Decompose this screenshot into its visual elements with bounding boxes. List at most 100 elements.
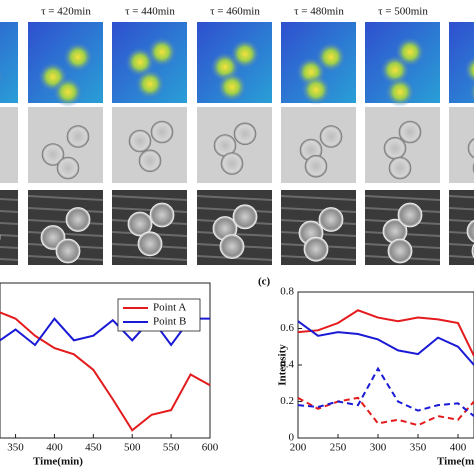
- panel-label: (c): [258, 276, 271, 288]
- y-tick-label: 0: [289, 432, 295, 444]
- texture: [448, 243, 474, 247]
- texture: [280, 207, 357, 213]
- texture: [0, 210, 19, 213]
- brightfield-cell: [41, 143, 65, 166]
- fluorescent-cell: [53, 77, 83, 107]
- texture: [448, 207, 474, 211]
- texture: [111, 255, 188, 261]
- darkfield-cell: [219, 234, 245, 259]
- time-label: τ = 440min: [125, 6, 175, 18]
- texture: [27, 195, 104, 201]
- brightfield-cell: [304, 154, 328, 178]
- time-label: τ = 420min: [41, 6, 91, 18]
- brightfield-cell: [56, 156, 80, 180]
- data-line: [0, 311, 211, 432]
- texture: [0, 246, 19, 249]
- plot-frame: [297, 291, 474, 439]
- fluorescent-cell: [0, 68, 3, 86]
- x-axis-label: Time(min): [437, 456, 474, 468]
- x-tick-label: 400: [46, 442, 63, 454]
- fluorescent-cell: [217, 72, 247, 102]
- fluorescent-cell: [395, 37, 425, 67]
- fluorescent-cell: [316, 42, 346, 72]
- darkfield-cell: [232, 204, 258, 230]
- texture: [280, 219, 357, 225]
- texture: [111, 207, 188, 213]
- darkfield-cell: [466, 219, 474, 243]
- time-label: τ = 480min: [294, 6, 344, 18]
- x-axis-label: Time(min): [33, 456, 83, 468]
- texture: [448, 195, 474, 199]
- x-tick-label: 350: [410, 442, 427, 454]
- brightfield-image: [0, 107, 18, 183]
- fluorescent-cell: [385, 77, 415, 107]
- texture: [196, 195, 273, 201]
- texture: [364, 195, 441, 201]
- fluorescent-cell: [63, 42, 93, 72]
- data-line: [297, 320, 474, 366]
- brightfield-cell: [388, 156, 412, 180]
- darkfield-image: [0, 190, 18, 265]
- darkfield-cell: [55, 238, 81, 264]
- brightfield-cell: [467, 138, 474, 159]
- y-tick-label: 0.2: [280, 395, 294, 407]
- texture: [196, 207, 273, 213]
- data-line: [297, 309, 474, 357]
- darkfield-cell: [65, 207, 91, 232]
- x-tick-label: 500: [124, 442, 141, 454]
- x-tick-label: 250: [330, 442, 347, 454]
- fluorescent-cell: [464, 55, 474, 85]
- plot-frame: [0, 282, 211, 439]
- texture: [27, 219, 104, 225]
- y-tick-label: 0.4: [280, 359, 294, 371]
- y-axis-label: Intensity: [277, 344, 289, 386]
- y-tick-label: 0.8: [280, 286, 294, 298]
- brightfield-cell: [220, 152, 244, 175]
- legend-box: [117, 298, 201, 332]
- brightfield-cell: [319, 125, 343, 148]
- x-tick-label: 400: [450, 442, 467, 454]
- data-line: [297, 366, 474, 417]
- brightfield-cell: [233, 122, 257, 146]
- darkfield-cell: [318, 207, 344, 232]
- fluorescent-cell: [147, 37, 177, 67]
- time-label: τ = 500min: [378, 6, 428, 18]
- x-tick-label: 600: [202, 442, 219, 454]
- legend-label: Point B: [153, 316, 186, 328]
- y-tick-label: 0.6: [280, 322, 294, 334]
- time-label: τ = 460min: [210, 6, 260, 18]
- x-tick-label: 550: [163, 442, 180, 454]
- fluorescent-cell: [135, 69, 165, 99]
- texture: [27, 207, 104, 213]
- x-tick-label: 200: [290, 442, 307, 454]
- data-line: [297, 396, 474, 427]
- texture: [0, 258, 19, 261]
- texture: [27, 231, 104, 237]
- darkfield-cell: [137, 231, 163, 257]
- texture: [448, 231, 474, 235]
- texture: [448, 219, 474, 223]
- brightfield-cell: [66, 125, 90, 148]
- texture: [448, 255, 474, 259]
- brightfield-cell: [138, 149, 162, 173]
- brightfield-cell: [150, 120, 174, 144]
- darkfield-cell: [149, 202, 175, 228]
- fluorescent-cell: [301, 75, 331, 105]
- brightfield-cell: [128, 129, 152, 153]
- texture: [111, 195, 188, 201]
- darkfield-cell: [397, 202, 423, 228]
- fluorescence-image: [0, 22, 18, 103]
- texture: [0, 234, 19, 237]
- texture: [0, 222, 19, 225]
- brightfield-cell: [398, 120, 422, 144]
- legend-label: Point A: [153, 302, 186, 314]
- data-line: [0, 317, 210, 347]
- texture: [280, 195, 357, 201]
- x-tick-label: 350: [7, 442, 24, 454]
- darkfield-cell: [127, 211, 153, 237]
- texture: [0, 198, 19, 201]
- x-tick-label: 300: [370, 442, 387, 454]
- darkfield-cell: [387, 238, 413, 264]
- darkfield-cell: [303, 236, 329, 262]
